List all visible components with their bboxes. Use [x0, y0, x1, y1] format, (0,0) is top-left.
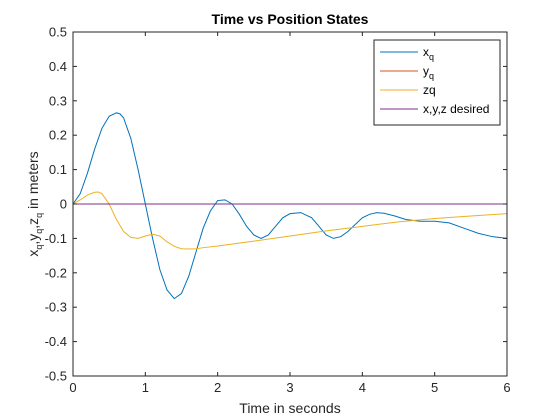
x-tick-label: 3	[286, 380, 293, 395]
legend-box	[373, 39, 501, 126]
legend-label: x,y,z desired	[423, 102, 489, 116]
x-axis-ticks: 0 1 2 3 4 5 6	[69, 32, 511, 395]
y-tick-label: 0.1	[49, 162, 67, 177]
y-tick-label: -0.3	[45, 300, 67, 315]
y-tick-label: 0.4	[49, 59, 67, 74]
x-tick-label: 4	[359, 380, 366, 395]
y-tick-label: 0.2	[49, 128, 67, 143]
chart-title: Time vs Position States	[212, 11, 369, 27]
series-line-0	[72, 112, 508, 300]
x-axis-label: Time in seconds	[239, 400, 340, 416]
y-tick-label: -0.2	[45, 265, 67, 280]
y-tick-label: 0.3	[49, 93, 67, 108]
x-tick-label: 0	[69, 380, 76, 395]
x-tick-label: 5	[431, 380, 438, 395]
legend-label: xq	[423, 45, 434, 62]
y-axis-label: xq,yq,zq in meters	[25, 151, 44, 256]
y-tick-label: 0	[60, 197, 67, 212]
legend-label-main: x,y,z desired	[423, 102, 489, 116]
legend-label-sub: q	[429, 71, 434, 81]
series-line-2	[72, 191, 508, 250]
legend-label-sub: q	[429, 52, 434, 62]
y-axis-ticks: -0.5 -0.4 -0.3 -0.2 -0.1 0 0.1 0.2 0.3 0.4 0.5	[45, 25, 507, 384]
legend-label-main: y	[423, 64, 429, 78]
legend-label: yq	[423, 64, 434, 81]
x-tick-label: 2	[214, 380, 221, 395]
legend-label-main: zq	[423, 83, 436, 97]
x-tick-label: 6	[503, 380, 510, 395]
legend-label: zq	[423, 83, 436, 97]
y-tick-label: -0.5	[45, 369, 67, 384]
y-tick-label: -0.4	[45, 334, 67, 349]
y-tick-label: 0.5	[49, 25, 67, 40]
y-tick-label: -0.1	[45, 231, 67, 246]
series-layer	[72, 112, 508, 300]
legend-label-main: x	[423, 45, 429, 59]
x-tick-label: 1	[142, 380, 149, 395]
